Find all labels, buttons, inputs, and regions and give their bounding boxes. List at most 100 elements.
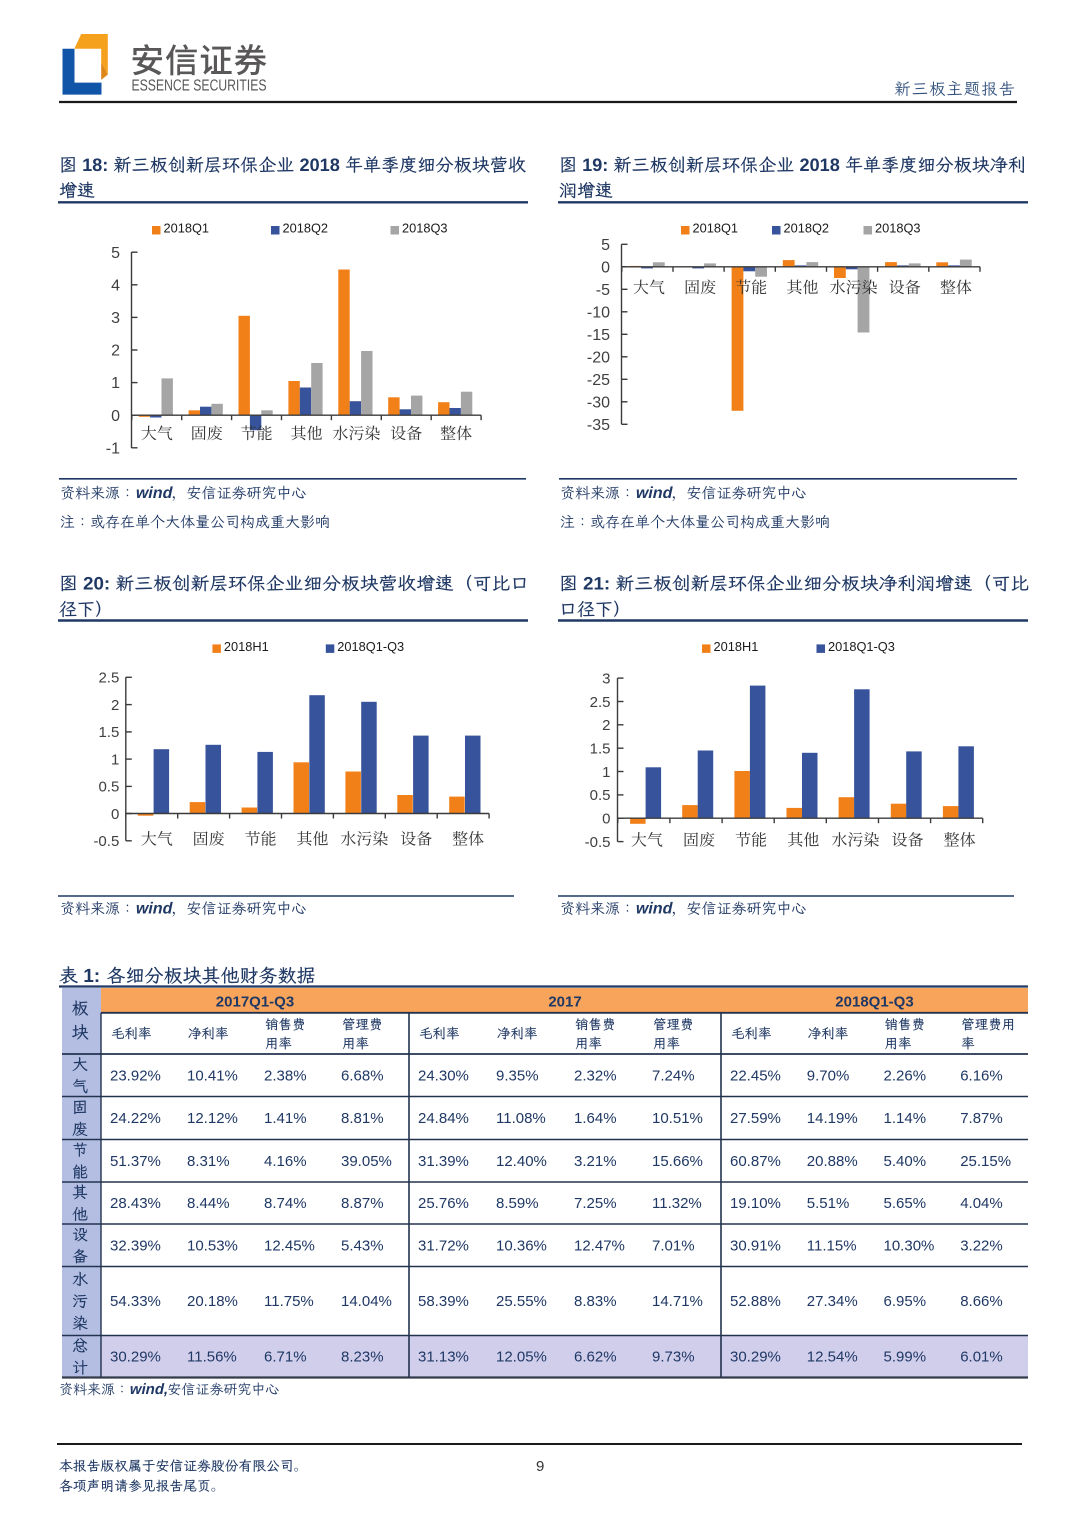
svg-text:19.10%: 19.10% (730, 1195, 781, 1212)
svg-text:1: 1 (111, 375, 120, 392)
svg-text:1.41%: 1.41% (264, 1110, 307, 1127)
svg-text:10.53%: 10.53% (187, 1238, 238, 1255)
svg-text:5: 5 (111, 245, 120, 262)
svg-text:58.39%: 58.39% (418, 1293, 469, 1310)
svg-text:10.41%: 10.41% (187, 1068, 238, 1085)
svg-text:31.13%: 31.13% (418, 1349, 469, 1366)
svg-text:23.92%: 23.92% (110, 1068, 161, 1085)
svg-text:8.81%: 8.81% (341, 1110, 384, 1127)
svg-text:1: 1 (111, 751, 119, 768)
svg-text:27.59%: 27.59% (730, 1110, 781, 1127)
svg-text:8.59%: 8.59% (496, 1195, 539, 1212)
svg-text:9: 9 (536, 1458, 544, 1475)
svg-text:9.73%: 9.73% (652, 1349, 695, 1366)
svg-text:3: 3 (602, 670, 610, 687)
svg-text:3: 3 (111, 310, 120, 327)
svg-text:2.5: 2.5 (98, 670, 119, 687)
svg-text:10.30%: 10.30% (884, 1238, 935, 1255)
svg-text:5.99%: 5.99% (884, 1349, 927, 1366)
svg-text:30.91%: 30.91% (730, 1238, 781, 1255)
svg-text:7.25%: 7.25% (574, 1195, 617, 1212)
svg-text:6.62%: 6.62% (574, 1349, 617, 1366)
svg-text:20.88%: 20.88% (807, 1153, 858, 1170)
svg-text:24.22%: 24.22% (110, 1110, 161, 1127)
svg-text:6.68%: 6.68% (341, 1068, 384, 1085)
svg-text:0: 0 (111, 408, 120, 425)
svg-text:-30: -30 (587, 394, 610, 411)
svg-text:-10: -10 (587, 304, 610, 321)
svg-text:8.83%: 8.83% (574, 1293, 617, 1310)
svg-text:2.32%: 2.32% (574, 1068, 617, 1085)
svg-text:1: 1 (602, 764, 610, 781)
svg-text:2017Q1-Q3: 2017Q1-Q3 (216, 994, 294, 1011)
svg-text:8.74%: 8.74% (264, 1195, 307, 1212)
svg-text:30.29%: 30.29% (730, 1349, 781, 1366)
svg-text:9.70%: 9.70% (807, 1068, 850, 1085)
svg-text:12.45%: 12.45% (264, 1238, 315, 1255)
svg-text:-20: -20 (587, 349, 610, 366)
svg-text:12.47%: 12.47% (574, 1238, 625, 1255)
svg-text:4: 4 (111, 277, 120, 294)
svg-text:5.40%: 5.40% (884, 1153, 927, 1170)
svg-text:-5: -5 (596, 282, 610, 299)
svg-text:12.05%: 12.05% (496, 1349, 547, 1366)
svg-text:-0.5: -0.5 (93, 833, 119, 850)
svg-text:25.55%: 25.55% (496, 1293, 547, 1310)
svg-text:25.76%: 25.76% (418, 1195, 469, 1212)
svg-text:1.5: 1.5 (590, 741, 611, 758)
svg-text:8.23%: 8.23% (341, 1349, 384, 1366)
svg-text:12.12%: 12.12% (187, 1110, 238, 1127)
svg-text:2018Q3: 2018Q3 (875, 220, 921, 235)
svg-text:7.24%: 7.24% (652, 1068, 695, 1085)
svg-text:15.66%: 15.66% (652, 1153, 703, 1170)
svg-text:8.31%: 8.31% (187, 1153, 230, 1170)
svg-text:0: 0 (602, 811, 610, 828)
svg-text:0.5: 0.5 (590, 787, 611, 804)
svg-text:12.54%: 12.54% (807, 1349, 858, 1366)
svg-text:14.19%: 14.19% (807, 1110, 858, 1127)
svg-text:3.21%: 3.21% (574, 1153, 617, 1170)
svg-text:9.35%: 9.35% (496, 1068, 539, 1085)
svg-text:8.87%: 8.87% (341, 1195, 384, 1212)
svg-text:1.5: 1.5 (98, 724, 119, 741)
svg-text:14.04%: 14.04% (341, 1293, 392, 1310)
svg-text:2018Q2: 2018Q2 (283, 220, 329, 235)
svg-text:22.45%: 22.45% (730, 1068, 781, 1085)
svg-text:-15: -15 (587, 327, 610, 344)
svg-text:51.37%: 51.37% (110, 1153, 161, 1170)
svg-text:2018Q1-Q3: 2018Q1-Q3 (835, 994, 913, 1011)
svg-text:11.32%: 11.32% (652, 1195, 702, 1212)
svg-text:11.15%: 11.15% (807, 1238, 857, 1255)
svg-text:11.75%: 11.75% (264, 1293, 314, 1310)
svg-text:11.08%: 11.08% (496, 1110, 546, 1127)
svg-text:6.95%: 6.95% (884, 1293, 927, 1310)
svg-text:2018Q2: 2018Q2 (784, 220, 830, 235)
svg-text:1.64%: 1.64% (574, 1110, 617, 1127)
svg-text:2018Q1-Q3: 2018Q1-Q3 (828, 639, 895, 654)
svg-text:2018H1: 2018H1 (714, 639, 759, 654)
svg-text:10.36%: 10.36% (496, 1238, 547, 1255)
svg-text:39.05%: 39.05% (341, 1153, 392, 1170)
svg-text:6.01%: 6.01% (960, 1349, 1003, 1366)
svg-text:-0.5: -0.5 (585, 834, 611, 851)
svg-text:14.71%: 14.71% (652, 1293, 703, 1310)
svg-text:2018Q1: 2018Q1 (693, 220, 739, 235)
svg-text:2.5: 2.5 (590, 694, 611, 711)
svg-text:2.38%: 2.38% (264, 1068, 307, 1085)
svg-text:7.01%: 7.01% (652, 1238, 695, 1255)
svg-text:2018Q1-Q3: 2018Q1-Q3 (337, 639, 404, 654)
svg-text:-35: -35 (587, 417, 610, 434)
svg-text:30.29%: 30.29% (110, 1349, 161, 1366)
svg-text:8.44%: 8.44% (187, 1195, 230, 1212)
svg-text:7.87%: 7.87% (960, 1110, 1003, 1127)
svg-text:5.51%: 5.51% (807, 1195, 850, 1212)
svg-text:4.04%: 4.04% (960, 1195, 1003, 1212)
svg-text:5.65%: 5.65% (884, 1195, 927, 1212)
svg-text:12.40%: 12.40% (496, 1153, 547, 1170)
svg-text:2018H1: 2018H1 (224, 639, 269, 654)
svg-text:2: 2 (111, 343, 120, 360)
svg-text:1.14%: 1.14% (884, 1110, 927, 1127)
svg-text:32.39%: 32.39% (110, 1238, 161, 1255)
svg-text:28.43%: 28.43% (110, 1195, 161, 1212)
svg-text:52.88%: 52.88% (730, 1293, 781, 1310)
